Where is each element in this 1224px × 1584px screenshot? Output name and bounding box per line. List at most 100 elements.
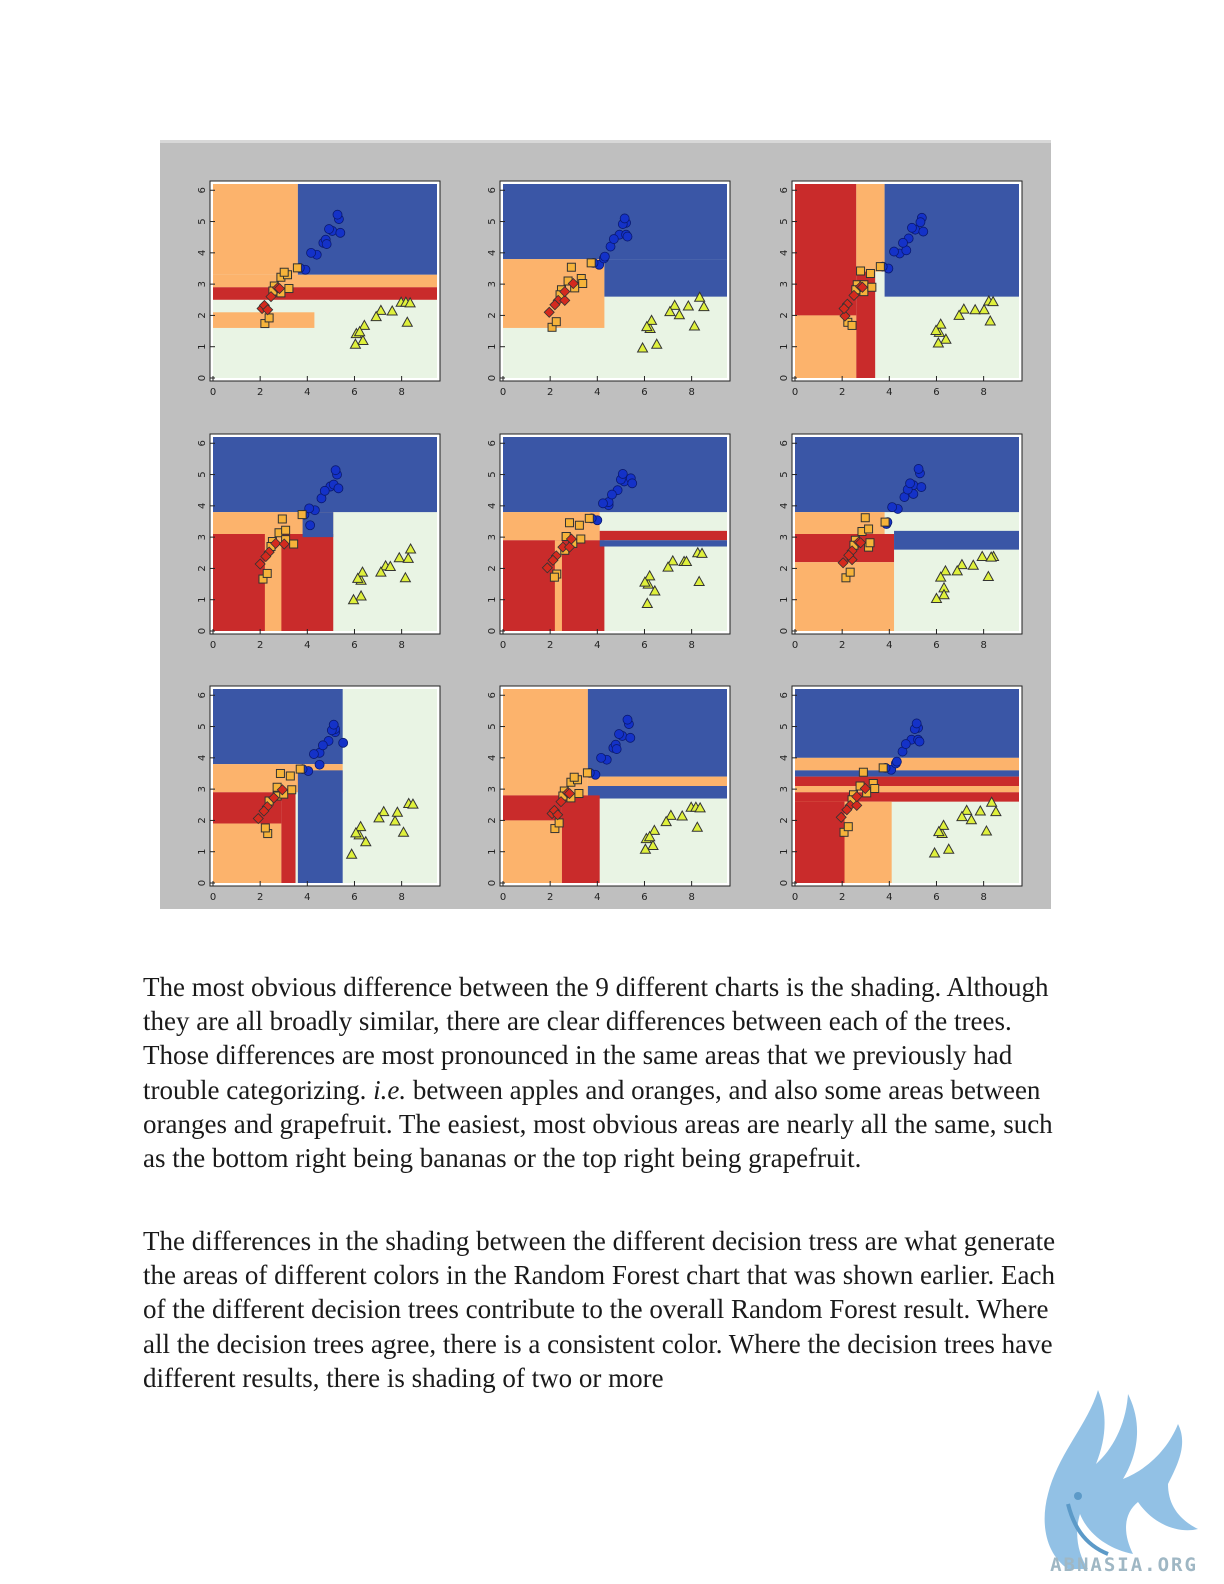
point-square (867, 282, 877, 292)
y-tick-label: 1 (487, 849, 498, 855)
point-triangle (930, 324, 942, 335)
point-circle (330, 465, 341, 476)
x-tick-label: 6 (351, 387, 357, 398)
point-diamond (835, 811, 847, 823)
region-blue (297, 770, 343, 883)
y-tick-label: 5 (197, 471, 208, 477)
x-tick-label: 6 (933, 387, 939, 398)
point-triangle (664, 305, 676, 317)
y-tick-label: 6 (197, 440, 208, 446)
region-red (213, 287, 437, 300)
y-tick-label: 3 (779, 786, 790, 792)
point-circle (907, 222, 917, 233)
y-tick-label: 6 (779, 692, 790, 698)
y-tick-label: 0 (779, 628, 790, 634)
point-triangle (645, 314, 658, 325)
x-tick-label: 0 (210, 640, 216, 651)
point-circle (332, 209, 343, 220)
point-triangle (386, 305, 399, 316)
x-tick-label: 4 (304, 892, 310, 903)
x-tick-label: 2 (257, 387, 263, 398)
point-diamond (547, 554, 559, 566)
region-blue (795, 770, 1019, 777)
y-tick-label: 3 (487, 281, 498, 287)
y-tick-label: 4 (487, 503, 498, 509)
point-diamond (252, 812, 264, 825)
point-triangle (641, 597, 654, 608)
y-tick-label: 6 (779, 440, 790, 446)
point-triangle (932, 336, 945, 348)
point-triangle (354, 820, 367, 832)
point-diamond (567, 277, 579, 290)
point-triangle (407, 798, 419, 809)
point-triangle (666, 554, 679, 566)
point-triangle (660, 815, 673, 827)
point-circle (321, 239, 332, 249)
point-square (297, 510, 307, 520)
point-diamond (270, 537, 282, 549)
point-triangle (682, 300, 695, 311)
point-diamond (837, 557, 849, 569)
x-tick-label: 6 (641, 892, 647, 903)
point-triangle (668, 299, 681, 310)
point-circle (607, 489, 617, 500)
point-square (576, 534, 586, 544)
point-circle (306, 247, 316, 258)
point-square (858, 767, 868, 777)
point-circle (598, 498, 608, 509)
point-diamond (843, 549, 855, 561)
paragraph-1: The most obvious difference between the … (143, 970, 1078, 1175)
point-triangle (375, 566, 387, 577)
point-square (860, 513, 870, 523)
x-tick-label: 8 (980, 640, 986, 651)
y-tick-label: 1 (487, 344, 498, 350)
point-square (856, 266, 866, 276)
point-triangle (969, 303, 981, 315)
point-triangle (956, 558, 968, 570)
point-circle (625, 732, 636, 743)
y-tick-label: 5 (487, 723, 498, 729)
point-circle (916, 482, 927, 492)
point-triangle (673, 308, 686, 320)
point-circle (608, 234, 619, 244)
x-tick-label: 6 (351, 640, 357, 651)
point-circle (305, 520, 316, 531)
point-triangle (350, 826, 362, 838)
point-square (295, 764, 305, 774)
point-diamond (565, 533, 577, 545)
point-triangle (647, 839, 659, 850)
x-tick-label: 0 (792, 892, 798, 903)
region-red (561, 795, 600, 883)
point-triangle (965, 813, 978, 825)
y-tick-label: 2 (197, 565, 208, 571)
point-triangle (357, 334, 369, 345)
y-tick-label: 4 (197, 250, 208, 256)
point-diamond (841, 804, 853, 816)
panel-border (791, 180, 1023, 382)
region-red (795, 776, 1019, 786)
point-triangle (650, 338, 663, 349)
panel-border (499, 180, 731, 382)
point-triangle (370, 310, 383, 322)
point-circle (887, 502, 898, 512)
point-circle (905, 478, 915, 489)
point-circle (619, 213, 630, 224)
x-tick-label: 4 (304, 387, 310, 398)
point-triangle (648, 824, 661, 835)
x-tick-label: 2 (547, 387, 553, 398)
point-triangle (358, 319, 371, 330)
point-triangle (345, 848, 358, 859)
point-triangle (942, 843, 955, 854)
point-diamond (848, 289, 860, 301)
point-triangle (978, 303, 990, 315)
point-diamond (254, 558, 266, 570)
panel-1: 0 1 2 3 4 5 6 0 2 4 6 8 (197, 180, 441, 398)
y-tick-label: 2 (197, 312, 208, 318)
point-triangle (693, 291, 706, 302)
y-tick-label: 6 (779, 187, 790, 193)
y-tick-label: 0 (487, 375, 498, 381)
point-diamond (559, 294, 571, 306)
point-diamond (268, 792, 280, 804)
x-tick-label: 6 (933, 892, 939, 903)
region-orange (856, 184, 885, 272)
